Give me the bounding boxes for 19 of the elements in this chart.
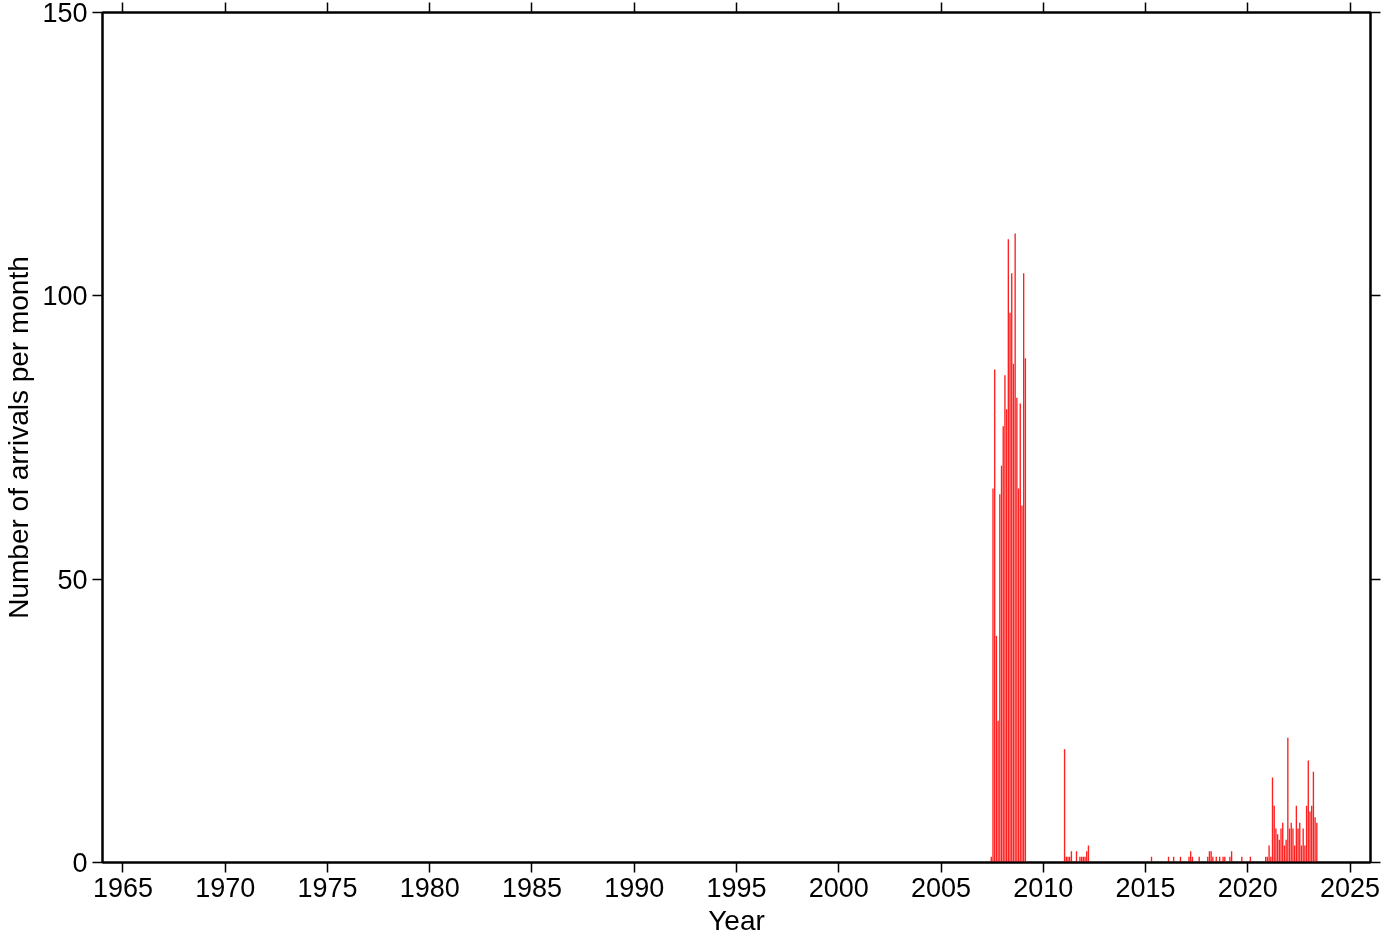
- x-tick-label: 1970: [195, 872, 256, 903]
- x-tick-label: 1990: [604, 872, 665, 903]
- x-tick-label: 2005: [910, 872, 972, 903]
- x-tick-label: 1965: [92, 872, 153, 903]
- y-tick-label: 50: [57, 564, 88, 595]
- x-tick-label: 1975: [297, 872, 358, 903]
- x-tick-label: 2020: [1217, 872, 1278, 903]
- x-tick-label: 2010: [1013, 872, 1074, 903]
- x-tick-label: 1980: [399, 872, 460, 903]
- x-tick-label: 1985: [501, 872, 563, 903]
- x-axis-title: Year: [708, 904, 765, 936]
- x-tick-label: 2015: [1115, 872, 1176, 903]
- y-tick-label: 0: [72, 848, 88, 878]
- y-tick-label: 150: [42, 0, 88, 28]
- y-tick-label: 100: [42, 281, 88, 312]
- x-tick-label: 2000: [808, 872, 869, 903]
- x-tick-label: 1995: [706, 872, 767, 903]
- y-axis-title: Number of arrivals per month: [3, 256, 35, 619]
- x-tick-label: 2025: [1320, 872, 1381, 903]
